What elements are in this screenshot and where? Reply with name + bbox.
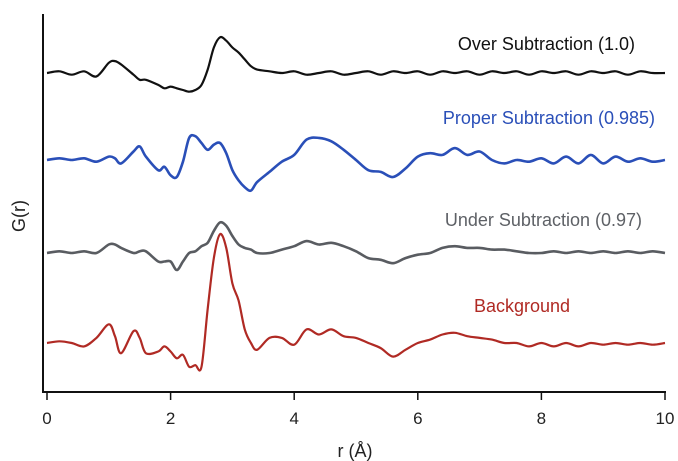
y-axis-label: G(r) xyxy=(9,200,29,232)
series-label-layer: Over Subtraction (1.0) Proper Subtraction… xyxy=(443,34,655,316)
x-axis-label: r (Å) xyxy=(338,441,373,461)
series-label-1: Over Subtraction (1.0) xyxy=(458,34,635,54)
x-tick-label-8: 8 xyxy=(537,409,546,428)
axes: 0 2 4 6 8 10 xyxy=(42,14,674,428)
x-tick-label-10: 10 xyxy=(656,409,675,428)
series-line-4 xyxy=(46,232,666,372)
series-layer xyxy=(46,35,666,372)
series-label-4: Background xyxy=(474,296,570,316)
x-ticks: 0 2 4 6 8 10 xyxy=(42,392,674,428)
series-label-2: Proper Subtraction (0.985) xyxy=(443,108,655,128)
series-line-3 xyxy=(46,220,666,272)
series-label-3: Under Subtraction (0.97) xyxy=(445,210,642,230)
x-tick-label-4: 4 xyxy=(289,409,298,428)
series-line-2 xyxy=(46,133,666,193)
plot-area: Over Subtraction (1.0) Proper Subtraction… xyxy=(46,34,666,372)
x-tick-label-0: 0 xyxy=(42,409,51,428)
series-line-1 xyxy=(46,35,666,93)
x-tick-label-6: 6 xyxy=(413,409,422,428)
x-tick-label-2: 2 xyxy=(166,409,175,428)
